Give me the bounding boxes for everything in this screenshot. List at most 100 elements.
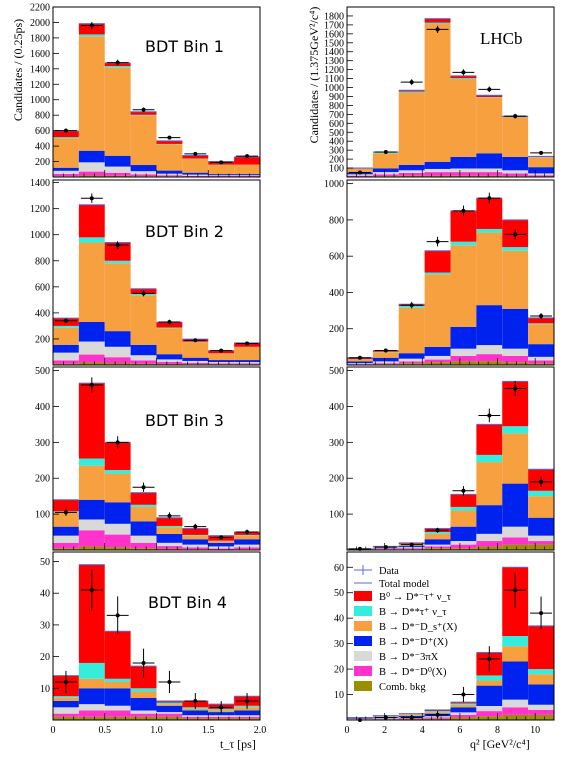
bar-d0-bin-3 <box>104 172 131 176</box>
y-tick-label: 400 <box>329 137 344 148</box>
bar-d0-bin-2 <box>372 363 399 365</box>
bar-pi3-bin-8 <box>528 173 554 176</box>
bar-ds-bin-4 <box>130 506 157 522</box>
x-tick-label: 1.0 <box>150 725 163 736</box>
bar-pi3-bin-1 <box>53 707 79 714</box>
bar-dss-bin-5 <box>156 327 183 329</box>
bar-comb-bin-6 <box>476 361 503 365</box>
bar-d0-bin-5 <box>450 714 477 718</box>
data-point <box>89 23 94 28</box>
bar-dss-bin-4 <box>130 504 157 507</box>
bar-sig-bin-4 <box>424 18 451 23</box>
bar-dss-bin-6 <box>182 534 209 536</box>
chart-panel-3: 200 400 600 800 1000 1200 1400 <box>30 178 261 366</box>
x-axis-label: q² [GeV²/c⁴] <box>470 737 530 751</box>
bar-dp-bin-7 <box>502 483 529 527</box>
bar-ds-bin-2 <box>372 153 399 169</box>
bar-comb-bin-3 <box>104 175 131 177</box>
y-tick-label: 10 <box>334 690 344 701</box>
y-tick-label: 100 <box>329 164 344 175</box>
data-point <box>219 705 224 710</box>
bar-d0-bin-1 <box>53 360 79 364</box>
bar-pi3-bin-1 <box>53 352 79 361</box>
bar-pi3-bin-6 <box>182 174 209 176</box>
bar-dp-bin-6 <box>476 153 503 169</box>
bar-ds-bin-3 <box>398 92 425 165</box>
bar-ds-bin-8 <box>528 157 554 168</box>
legend-label: B → D*⁻D⁰(X) <box>379 666 447 678</box>
bar-d0-bin-2 <box>78 710 105 717</box>
data-point <box>409 303 414 308</box>
bar-d0-bin-5 <box>450 355 477 362</box>
bar-comb-bin-3 <box>104 547 131 550</box>
legend-label: Total model <box>379 579 429 590</box>
bar-ds-bin-7 <box>502 646 529 662</box>
bar-dp-bin-2 <box>372 168 399 173</box>
bar-dp-bin-5 <box>156 354 183 360</box>
bar-comb-bin-7 <box>502 362 529 365</box>
y-tick-label: 10 <box>40 684 50 695</box>
bar-comb-bin-2 <box>78 362 105 365</box>
y-tick-label: 200 <box>329 324 344 335</box>
bar-dp-bin-3 <box>398 353 425 359</box>
bar-dp-bin-6 <box>182 539 209 545</box>
y-tick-label: 100 <box>35 510 50 521</box>
bar-sig-bin-4 <box>130 492 157 505</box>
bar-dp-bin-1 <box>347 361 373 364</box>
y-tick-label: 1400 <box>30 64 50 75</box>
bar-ds-bin-7 <box>208 164 235 175</box>
bar-dp-bin-5 <box>450 156 477 169</box>
bar-dp-bin-5 <box>450 326 477 349</box>
bar-pi3-bin-5 <box>156 712 183 714</box>
y-tick-label: 1000 <box>324 83 344 94</box>
bar-comb-bin-5 <box>450 175 477 177</box>
y-tick-label: 200 <box>329 474 344 485</box>
bar-pi3-bin-5 <box>156 359 183 363</box>
bar-d0-bin-6 <box>182 547 209 550</box>
chart-panel-5: 100 200 300 400 500 <box>35 366 261 551</box>
bar-dp-bin-8 <box>234 174 260 176</box>
bar-comb-bin-1 <box>53 548 79 550</box>
bar-d0-bin-7 <box>208 175 235 177</box>
bar-dss-bin-8 <box>528 490 554 497</box>
y-tick-label: 800 <box>329 215 344 226</box>
y-tick-label: 40 <box>40 589 50 600</box>
legend-swatch <box>354 681 372 691</box>
data-point <box>409 80 414 85</box>
legend-label: Data <box>379 566 399 577</box>
bar-dp-bin-4 <box>424 346 451 356</box>
bar-ds-bin-4 <box>130 691 157 698</box>
data-point <box>193 151 198 156</box>
bar-sig-bin-5 <box>156 322 183 328</box>
bar-pi3-bin-6 <box>182 544 209 548</box>
legend-label: Comb. bkg <box>379 682 426 693</box>
bar-d0-bin-8 <box>234 363 260 365</box>
bar-ds-bin-7 <box>502 117 529 157</box>
bar-comb-bin-5 <box>156 363 183 365</box>
y-tick-label: 50 <box>334 588 344 599</box>
bar-d0-bin-5 <box>450 544 477 549</box>
bar-sig-bin-3 <box>104 242 131 261</box>
bar-dp-bin-7 <box>502 308 529 349</box>
bar-pi3-bin-4 <box>424 355 451 360</box>
y-tick-label: 800 <box>35 256 50 267</box>
bar-dp-bin-3 <box>104 155 131 167</box>
data-point <box>487 656 492 661</box>
bar-d0-bin-7 <box>502 537 529 545</box>
bar-dss-bin-8 <box>528 323 554 325</box>
bar-ds-bin-5 <box>450 245 477 327</box>
bar-dss-bin-3 <box>398 91 425 93</box>
data-point <box>115 613 120 618</box>
y-tick-label: 1600 <box>30 49 50 60</box>
y-tick-label: 500 <box>35 366 50 377</box>
bar-dss-bin-2 <box>78 458 105 466</box>
bar-dp-bin-6 <box>476 685 503 706</box>
bar-d0-bin-5 <box>156 175 183 177</box>
bar-ds-bin-3 <box>104 473 131 503</box>
y-tick-label: 500 <box>329 128 344 139</box>
bar-ds-bin-8 <box>234 347 260 361</box>
legend-item-ds: B → D*⁻D_s⁺(X) <box>354 621 458 633</box>
bar-pi3-bin-2 <box>78 704 105 711</box>
bar-d0-bin-4 <box>424 172 451 176</box>
bar-pi3-bin-4 <box>130 171 157 175</box>
